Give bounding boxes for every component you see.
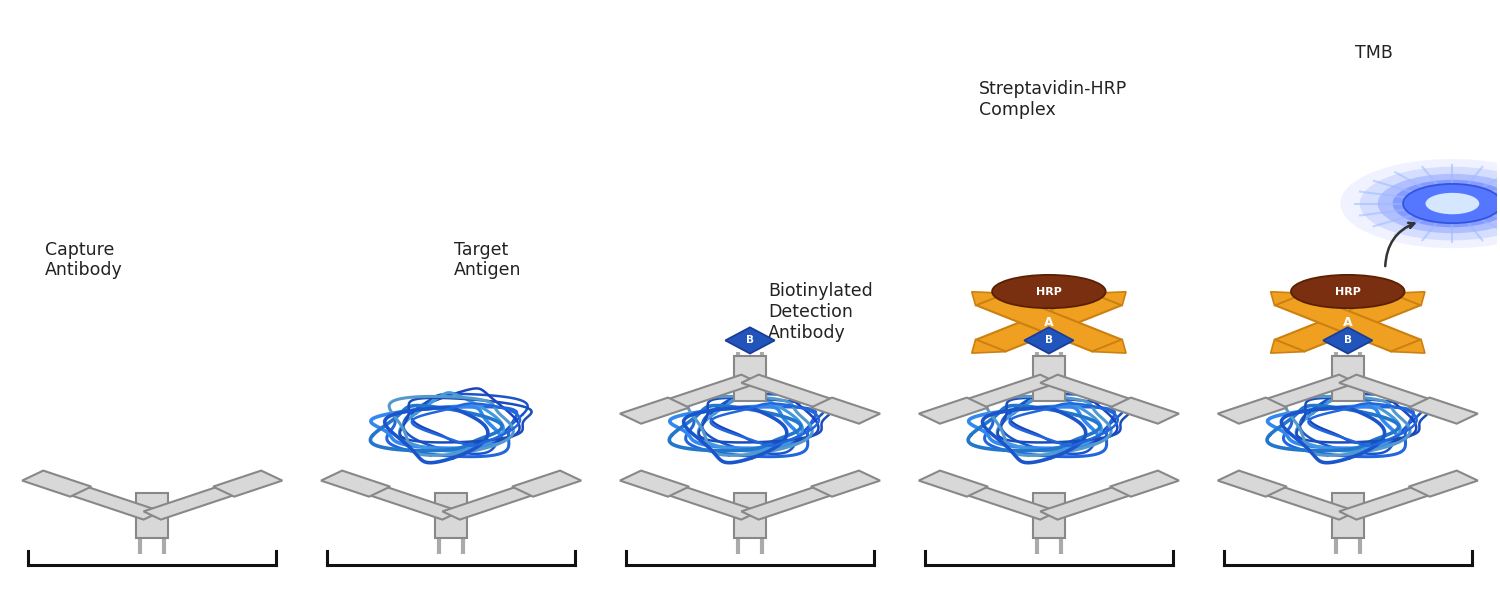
Polygon shape xyxy=(1340,374,1443,412)
Polygon shape xyxy=(1270,292,1305,305)
Polygon shape xyxy=(741,483,844,520)
Polygon shape xyxy=(726,328,774,353)
Polygon shape xyxy=(1218,398,1287,424)
Polygon shape xyxy=(442,483,546,520)
Polygon shape xyxy=(734,493,766,538)
Ellipse shape xyxy=(1292,275,1404,308)
Polygon shape xyxy=(1275,293,1420,352)
Polygon shape xyxy=(435,493,468,538)
Polygon shape xyxy=(920,470,988,497)
Text: B: B xyxy=(1344,335,1352,346)
Polygon shape xyxy=(1323,328,1372,353)
Polygon shape xyxy=(1332,356,1364,401)
Text: B: B xyxy=(746,335,754,346)
Text: Capture
Antibody: Capture Antibody xyxy=(45,241,123,280)
Polygon shape xyxy=(954,374,1058,412)
Text: TMB: TMB xyxy=(1356,44,1394,62)
Polygon shape xyxy=(1032,493,1065,538)
Polygon shape xyxy=(1275,293,1420,352)
Text: Target
Antigen: Target Antigen xyxy=(454,241,522,280)
Polygon shape xyxy=(1340,483,1443,520)
Polygon shape xyxy=(1254,483,1356,520)
Text: A: A xyxy=(1342,316,1353,329)
Polygon shape xyxy=(741,374,844,412)
Circle shape xyxy=(1377,174,1500,233)
Text: Streptavidin-HRP
Complex: Streptavidin-HRP Complex xyxy=(978,80,1126,119)
Polygon shape xyxy=(1092,340,1126,353)
Polygon shape xyxy=(1390,340,1425,353)
Polygon shape xyxy=(144,483,246,520)
Circle shape xyxy=(1425,193,1479,214)
Polygon shape xyxy=(976,293,1122,352)
Polygon shape xyxy=(972,292,1006,305)
Polygon shape xyxy=(812,398,880,424)
Polygon shape xyxy=(1390,292,1425,305)
Text: Biotinylated
Detection
Antibody: Biotinylated Detection Antibody xyxy=(768,282,873,342)
Text: B: B xyxy=(1046,335,1053,346)
Polygon shape xyxy=(1408,398,1478,424)
Ellipse shape xyxy=(992,275,1106,308)
Polygon shape xyxy=(976,293,1122,352)
Polygon shape xyxy=(1270,340,1305,353)
Polygon shape xyxy=(1092,292,1126,305)
Circle shape xyxy=(1392,180,1500,227)
Polygon shape xyxy=(656,374,759,412)
Polygon shape xyxy=(620,470,688,497)
Polygon shape xyxy=(734,356,766,401)
Text: A: A xyxy=(1044,316,1053,329)
Polygon shape xyxy=(620,398,688,424)
Polygon shape xyxy=(512,470,580,497)
Text: HRP: HRP xyxy=(1335,287,1360,296)
Polygon shape xyxy=(357,483,460,520)
Circle shape xyxy=(1341,159,1500,248)
Polygon shape xyxy=(22,470,92,497)
Polygon shape xyxy=(1332,493,1364,538)
Circle shape xyxy=(1402,184,1500,223)
Polygon shape xyxy=(1040,483,1143,520)
Polygon shape xyxy=(812,470,880,497)
Polygon shape xyxy=(136,493,168,538)
Polygon shape xyxy=(1040,374,1143,412)
Polygon shape xyxy=(1110,398,1179,424)
Text: HRP: HRP xyxy=(1036,287,1062,296)
Polygon shape xyxy=(954,483,1058,520)
Polygon shape xyxy=(1032,356,1065,401)
Polygon shape xyxy=(321,470,390,497)
Polygon shape xyxy=(213,470,282,497)
Polygon shape xyxy=(1024,328,1074,353)
Circle shape xyxy=(1359,167,1500,241)
Polygon shape xyxy=(920,398,988,424)
Polygon shape xyxy=(1110,470,1179,497)
Polygon shape xyxy=(972,340,1006,353)
Polygon shape xyxy=(656,483,759,520)
Polygon shape xyxy=(1218,470,1287,497)
Polygon shape xyxy=(57,483,160,520)
Polygon shape xyxy=(1254,374,1356,412)
Polygon shape xyxy=(1408,470,1478,497)
